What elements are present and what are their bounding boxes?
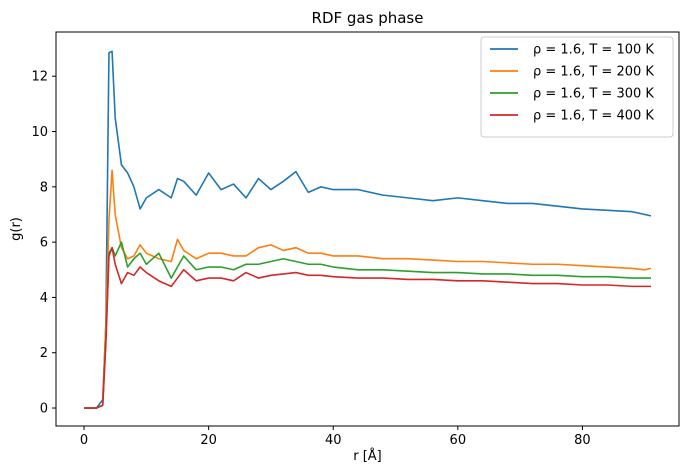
legend-box — [480, 36, 674, 138]
chart-title: RDF gas phase — [312, 9, 424, 27]
legend-label-2: ρ = 1.6, T = 300 K — [533, 87, 654, 102]
y-tick-label: 10 — [31, 125, 48, 140]
x-tick-label: 20 — [200, 433, 217, 448]
y-tick-label: 2 — [40, 346, 48, 361]
x-tick-label: 40 — [325, 433, 342, 448]
y-tick-label: 6 — [40, 236, 48, 251]
legend: ρ = 1.6, T = 100 K ρ = 1.6, T = 200 K ρ = … — [480, 36, 674, 138]
x-tick-label: 0 — [80, 433, 88, 448]
legend-label-1: ρ = 1.6, T = 200 K — [533, 65, 654, 80]
legend-label-0: ρ = 1.6, T = 100 K — [533, 43, 654, 58]
y-tick-label: 8 — [40, 180, 48, 195]
plot-frame — [55, 31, 680, 427]
series-line-3 — [84, 246, 651, 409]
x-axis-label: r [Å] — [353, 448, 382, 464]
y-tick-label: 12 — [31, 70, 48, 85]
series-line-1 — [84, 169, 652, 409]
y-tick-label: 4 — [40, 291, 48, 306]
y-tick-label: 0 — [40, 402, 48, 417]
plot-area: 0 20 40 60 80 0 2 4 6 8 10 12 — [31, 31, 680, 448]
x-tick-label: 80 — [574, 433, 591, 448]
y-axis-label: g(r) — [9, 217, 24, 241]
series-line-0 — [84, 50, 652, 409]
legend-label-3: ρ = 1.6, T = 400 K — [533, 109, 654, 124]
series-line-2 — [84, 241, 651, 409]
x-tick-label: 60 — [450, 433, 467, 448]
